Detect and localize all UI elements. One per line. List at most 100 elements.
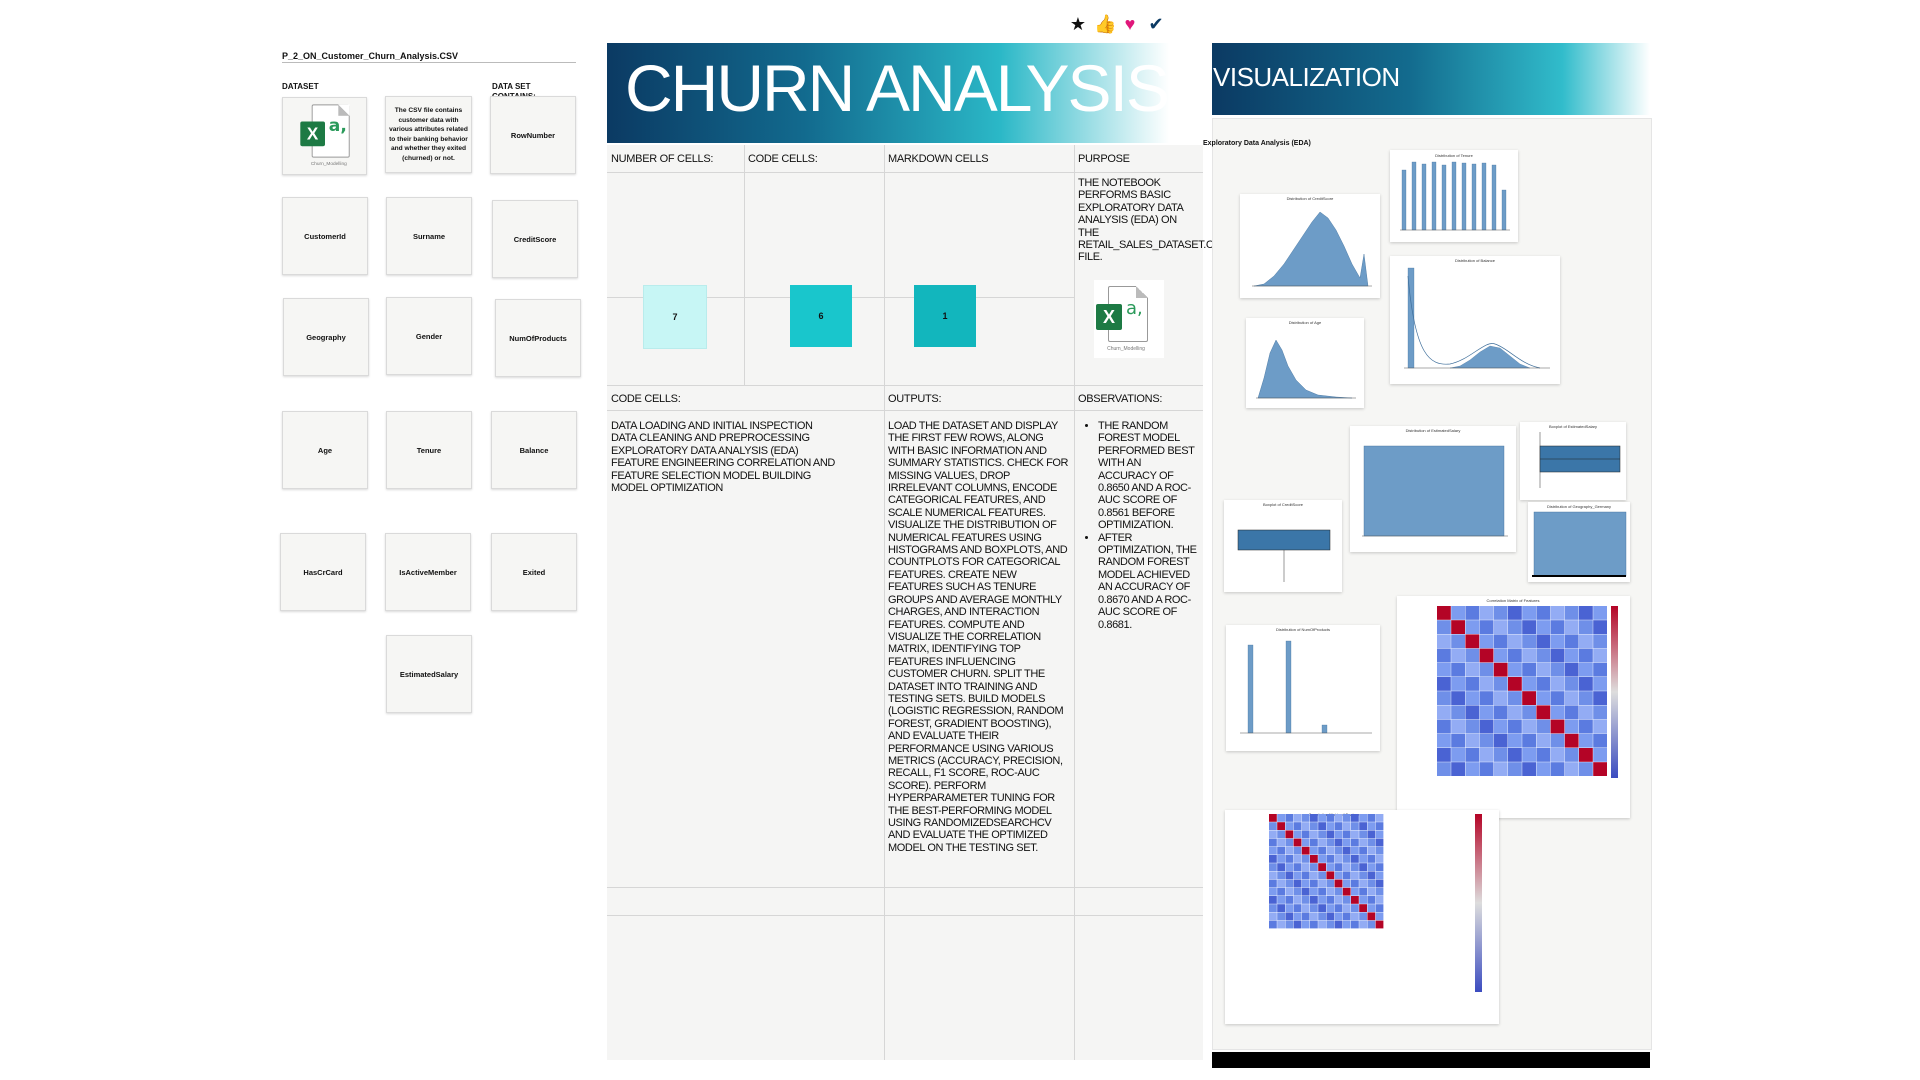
plot-tenure-distribution[interactable]: Distribution of Tenure (1390, 150, 1518, 242)
heatmap-cell (1318, 896, 1326, 904)
heatmap-cell (1277, 838, 1285, 847)
heatmap-cell (1342, 896, 1351, 904)
heatmap-cell (1269, 920, 1277, 929)
heatmap-cell (1593, 648, 1607, 663)
heatmap-cell (1375, 912, 1384, 921)
heatmap-cell (1351, 920, 1359, 929)
check-icon[interactable]: ✔ (1148, 14, 1164, 34)
heatmap-cell (1579, 648, 1593, 663)
heart-icon[interactable]: ♥ (1124, 14, 1136, 34)
heatmap-cell (1367, 879, 1376, 888)
heatmap-cell (1301, 879, 1310, 888)
heatmap-cell (1522, 606, 1536, 620)
star-icon[interactable]: ★ (1069, 14, 1087, 34)
heatmap-cell (1579, 748, 1593, 762)
heatmap-cell (1277, 896, 1285, 904)
heatmap-grid (1269, 814, 1384, 929)
heatmap-cell (1310, 846, 1318, 855)
heatmap-cell (1437, 620, 1451, 634)
heatmap-cell (1285, 912, 1294, 921)
heatmap-cell (1508, 606, 1522, 620)
title-banner (607, 43, 1169, 143)
plot-title: Boxplot of EstimatedSalary (1549, 424, 1597, 429)
column-card: Gender (386, 297, 472, 375)
heatmap-cell (1375, 863, 1384, 871)
heatmap-cell (1277, 879, 1285, 888)
heatmap-cell (1493, 733, 1508, 748)
heatmap-cell (1479, 606, 1494, 620)
heatmap-cell (1334, 896, 1343, 904)
heatmap-cell (1593, 620, 1607, 634)
heatmap-cell (1579, 620, 1593, 634)
heatmap-cell (1479, 705, 1494, 720)
plot-estimatedsalary-boxplot[interactable]: Boxplot of EstimatedSalary (1520, 422, 1626, 500)
heatmap-cell (1293, 855, 1302, 863)
plot-correlation-matrix-2[interactable]: Correlation Matrix of Features (1225, 810, 1499, 1024)
heatmap-cell (1522, 648, 1536, 663)
heatmap-cell (1579, 634, 1593, 649)
heatmap-cell (1522, 634, 1536, 649)
plot-geography-germany-distribution[interactable]: Distribution of Geography_Germany (1528, 502, 1630, 582)
plot-creditscore-boxplot[interactable]: Boxplot of CreditScore (1224, 500, 1342, 592)
heatmap-cell (1367, 904, 1376, 912)
plot-title: Correlation Matrix of Features (1487, 598, 1540, 603)
heatmap-cell (1479, 662, 1494, 677)
heatmap-cell (1277, 863, 1285, 871)
heatmap-cell (1359, 855, 1367, 863)
plot-estimatedsalary-distribution[interactable]: Distribution of EstimatedSalary (1350, 426, 1516, 552)
heatmap-cell (1285, 871, 1294, 880)
heatmap-cell (1437, 762, 1451, 776)
heatmap-cell (1293, 822, 1302, 830)
plot-age-distribution[interactable]: Distribution of Age (1246, 318, 1364, 408)
heatmap-cell (1277, 855, 1285, 863)
heatmap-cell (1451, 705, 1465, 720)
dataset-filename: P_2_ON_Customer_Churn_Analysis.CSV (282, 51, 459, 61)
heatmap-cell (1564, 733, 1579, 748)
plot-creditscore-distribution[interactable]: Distribution of CreditScore (1240, 194, 1380, 298)
heatmap-cell (1301, 822, 1310, 830)
heatmap-cell (1367, 822, 1376, 830)
heatmap-cell (1269, 822, 1277, 830)
heatmap-cell (1359, 830, 1367, 839)
divider (282, 62, 576, 63)
heatmap-cell (1367, 887, 1376, 896)
heatmap-cell (1293, 814, 1302, 822)
heatmap-cell (1437, 705, 1451, 720)
plot-correlation-matrix-1[interactable]: Correlation Matrix of Features (1397, 596, 1630, 818)
heatmap-cell (1564, 691, 1579, 705)
heatmap-cell (1367, 830, 1376, 839)
heatmap-cell (1451, 648, 1465, 663)
heatmap-cell (1326, 879, 1335, 888)
heatmap-cell (1318, 814, 1326, 822)
heatmap-cell (1293, 838, 1302, 847)
column-card: NumOfProducts (495, 299, 581, 377)
heatmap-cell (1342, 838, 1351, 847)
purpose-text: THE NOTEBOOK PERFORMS BASIC EXPLORATORY … (1078, 177, 1228, 264)
heatmap-cell (1334, 830, 1343, 839)
heatmap-cell (1342, 863, 1351, 871)
heatmap-cell (1326, 896, 1335, 904)
code-cells-text: DATA LOADING AND INITIAL INSPECTION DATA… (611, 420, 835, 495)
heatmap-cell (1579, 762, 1593, 776)
thumbs-up-icon[interactable]: 👍 (1094, 14, 1117, 34)
heatmap-cell (1334, 846, 1343, 855)
plot-title: Distribution of Age (1289, 320, 1322, 325)
heatmap-cell (1508, 748, 1522, 762)
heatmap-cell (1564, 762, 1579, 776)
column-card: Surname (386, 197, 472, 275)
plot-balance-distribution[interactable]: Distribution of Balance (1390, 256, 1560, 384)
heatmap-cell (1318, 912, 1326, 921)
heatmap-cell (1310, 838, 1318, 847)
heatmap-cell (1326, 887, 1335, 896)
heatmap-cell (1508, 634, 1522, 649)
heatmap-cell (1301, 896, 1310, 904)
plot-numofproducts-distribution[interactable]: Distribution of NumOfProducts (1226, 625, 1380, 751)
heatmap-cell (1359, 863, 1367, 871)
heatmap-cell (1293, 887, 1302, 896)
heatmap-cell (1564, 719, 1579, 734)
plot-title: Distribution of NumOfProducts (1276, 627, 1330, 632)
heatmap-cell (1479, 620, 1494, 634)
heatmap-cell (1351, 871, 1359, 880)
